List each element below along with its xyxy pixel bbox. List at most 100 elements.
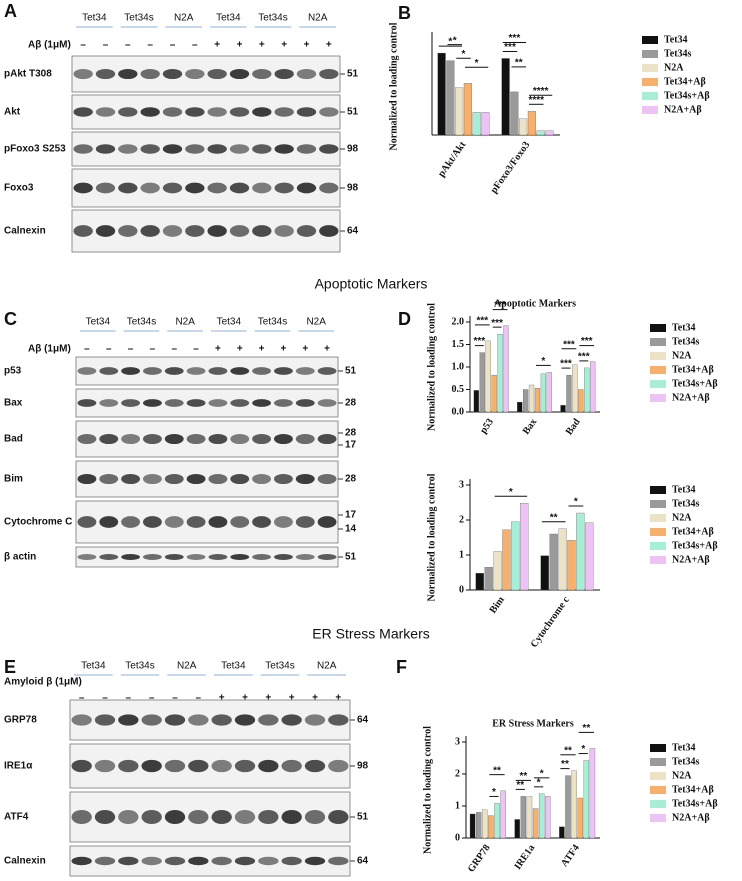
mw-marker: 14 (345, 524, 357, 535)
y-tick-label: 1 (455, 800, 460, 811)
treatment-sign: – (126, 693, 132, 704)
band (77, 367, 97, 375)
significance-label: * (541, 356, 545, 367)
legend-swatch (650, 744, 666, 752)
legend-label: Tet34s+Aβ (672, 798, 718, 809)
band (229, 225, 250, 237)
band (77, 516, 97, 528)
bar (540, 555, 549, 591)
y-tick-label: 1.0 (452, 361, 465, 372)
treatment-sign: – (171, 344, 177, 355)
x-tick-label: Bad (564, 416, 583, 437)
blot-strip (69, 699, 351, 741)
significance-label: * (492, 787, 496, 798)
band (188, 759, 209, 773)
x-tick-label: Cytochrome c (529, 594, 572, 650)
band (140, 182, 160, 194)
treatment-label: Amyloid β (1μM) (4, 677, 82, 688)
y-tick-label: 3 (455, 736, 460, 747)
legend-swatch (650, 772, 666, 780)
lane-group-label: Tet34s (127, 317, 156, 328)
band (229, 68, 250, 80)
band (281, 856, 302, 866)
bar (572, 364, 578, 413)
band (118, 68, 138, 80)
legend-label: Tet34s (672, 336, 700, 347)
band (143, 473, 162, 485)
bar (571, 770, 577, 839)
band (162, 182, 183, 194)
treatment-sign: – (192, 40, 198, 51)
band (211, 810, 232, 824)
bar (437, 52, 446, 136)
legend-swatch (650, 324, 666, 332)
band (230, 399, 250, 407)
panel-label: B (398, 3, 411, 23)
band (274, 367, 293, 375)
bar (532, 808, 539, 839)
significance-label: *** (494, 300, 506, 311)
legend-label: Tet34s (664, 48, 692, 59)
band (140, 68, 160, 80)
legend-swatch (650, 814, 666, 822)
mw-marker: 51 (345, 552, 357, 563)
band (252, 107, 272, 117)
legend-label: Tet34 (672, 484, 696, 495)
bar (484, 567, 493, 591)
band (141, 759, 162, 773)
treatment-sign: – (128, 344, 134, 355)
significance-label: ** (564, 745, 572, 756)
band (317, 433, 337, 445)
band (95, 68, 116, 80)
bar (523, 389, 529, 413)
band (328, 714, 349, 726)
band (319, 68, 339, 80)
blot-strip (75, 500, 339, 544)
treatment-sign: + (215, 344, 221, 355)
bar (501, 58, 510, 136)
band (211, 714, 232, 726)
band (162, 225, 183, 237)
band (317, 473, 337, 485)
bar (488, 815, 494, 839)
legend-swatch (650, 486, 666, 494)
bar (540, 373, 546, 413)
lane-group-label: N2A (174, 13, 194, 24)
bar (491, 374, 497, 413)
band (252, 433, 271, 445)
bar (534, 387, 541, 413)
band (319, 225, 339, 237)
protein-label: p53 (4, 366, 22, 377)
legend-label: Tet34+Aβ (672, 526, 714, 537)
band (274, 225, 294, 237)
chart-title: ER Stress Markers (492, 718, 574, 729)
band (71, 856, 92, 866)
blot-strip (71, 94, 341, 130)
protein-label: GRP78 (4, 715, 37, 726)
band (274, 554, 293, 560)
band (164, 810, 186, 824)
band (208, 554, 228, 560)
treatment-sign: – (125, 40, 131, 51)
legend-label: N2A (672, 770, 692, 781)
panel-label: A (4, 1, 17, 21)
legend-label: N2A+Aβ (672, 812, 710, 823)
treatment-sign: – (149, 693, 155, 704)
significance-label: **** (533, 86, 549, 97)
band (258, 810, 279, 824)
mw-marker: 98 (357, 761, 369, 772)
bar (526, 796, 533, 839)
band (121, 554, 140, 560)
band (252, 367, 271, 375)
band (207, 68, 227, 80)
band (317, 554, 337, 560)
band (143, 433, 162, 445)
legend-swatch (650, 366, 666, 374)
x-tick-label: ATF4 (559, 843, 582, 869)
significance-label: * (475, 58, 479, 69)
lane-group-label: Tet34s (125, 661, 154, 672)
band (296, 225, 317, 237)
band (162, 144, 183, 154)
band (211, 856, 232, 866)
lane-group-label: Tet34 (86, 317, 111, 328)
